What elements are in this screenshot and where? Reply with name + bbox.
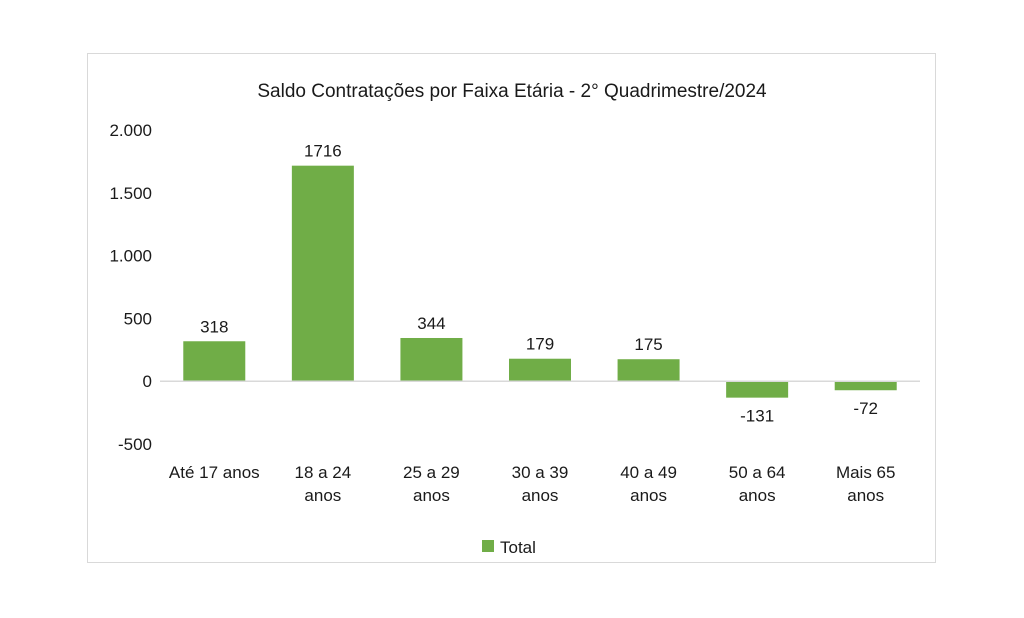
y-tick-label: 2.000 bbox=[109, 121, 152, 140]
legend: Total bbox=[482, 538, 536, 557]
x-tick-label: anos bbox=[630, 486, 667, 505]
y-tick-label: 1.000 bbox=[109, 247, 152, 266]
bar bbox=[291, 165, 354, 382]
bar bbox=[834, 381, 897, 391]
y-axis: -500 0 500 1.000 1.500 2.000 bbox=[109, 121, 152, 454]
x-tick-label: anos bbox=[413, 486, 450, 505]
data-label: 179 bbox=[526, 335, 554, 354]
bar bbox=[183, 341, 246, 382]
data-label: 175 bbox=[634, 335, 662, 354]
data-label: 344 bbox=[417, 314, 445, 333]
x-tick-label: anos bbox=[847, 486, 884, 505]
chart-frame bbox=[87, 53, 936, 563]
data-label: -131 bbox=[740, 407, 774, 426]
y-tick-label: 0 bbox=[143, 372, 152, 391]
x-tick-label: Até 17 anos bbox=[169, 463, 260, 482]
bars bbox=[183, 165, 897, 398]
x-axis: Até 17 anos 18 a 24 anos 25 a 29 anos 30 a 39… bbox=[160, 380, 920, 505]
x-tick-label: anos bbox=[739, 486, 776, 505]
data-label: 318 bbox=[200, 317, 228, 336]
data-labels: 318 1716 344 179 175 -131 -72 bbox=[200, 142, 878, 426]
x-tick-label: 30 a 39 bbox=[512, 463, 569, 482]
x-tick-label: anos bbox=[522, 486, 559, 505]
y-tick-label: 500 bbox=[124, 309, 152, 328]
legend-label-total: Total bbox=[500, 538, 536, 557]
bar bbox=[509, 358, 571, 382]
y-tick-label: -500 bbox=[118, 435, 152, 454]
x-tick-label: 40 a 49 bbox=[620, 463, 677, 482]
data-label: 1716 bbox=[304, 142, 342, 161]
bar bbox=[400, 337, 463, 382]
x-tick-label: 50 a 64 bbox=[729, 463, 786, 482]
x-tick-label: 18 a 24 bbox=[294, 463, 351, 482]
data-label: -72 bbox=[853, 399, 878, 418]
chart-title: Saldo Contratações por Faixa Etária - 2°… bbox=[257, 81, 767, 102]
legend-swatch-total bbox=[482, 540, 494, 552]
x-tick-label: anos bbox=[304, 486, 341, 505]
x-tick-label: 25 a 29 bbox=[403, 463, 460, 482]
x-tick-label: Mais 65 bbox=[836, 463, 896, 482]
bar bbox=[726, 381, 789, 398]
bar bbox=[617, 359, 680, 382]
y-tick-label: 1.500 bbox=[109, 184, 152, 203]
